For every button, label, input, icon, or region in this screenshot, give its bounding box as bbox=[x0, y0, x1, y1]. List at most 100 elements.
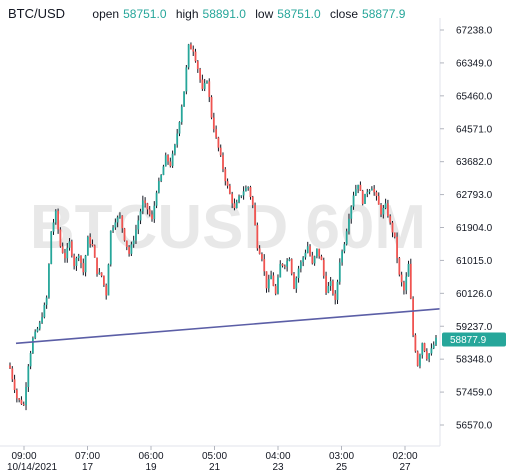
candle bbox=[176, 128, 179, 148]
candle bbox=[185, 64, 188, 95]
candle bbox=[20, 396, 23, 405]
candle-body bbox=[277, 277, 279, 294]
price-tick-label: 56570.0 bbox=[456, 421, 493, 432]
candle-body bbox=[297, 268, 300, 279]
candle-body bbox=[396, 236, 398, 259]
candle-body bbox=[263, 259, 266, 272]
candle bbox=[59, 227, 62, 248]
open-label: open bbox=[92, 7, 120, 21]
candle bbox=[270, 270, 272, 280]
candle-body bbox=[29, 353, 32, 367]
candle bbox=[350, 205, 353, 224]
candle bbox=[375, 190, 378, 201]
candle bbox=[139, 208, 142, 225]
candle-body bbox=[380, 204, 382, 215]
candle-body bbox=[36, 328, 39, 332]
candle bbox=[45, 295, 48, 309]
candle-body bbox=[299, 262, 302, 269]
candle bbox=[77, 253, 80, 262]
candle bbox=[13, 374, 16, 394]
candle-body bbox=[174, 144, 176, 154]
candle bbox=[428, 353, 431, 363]
candle-body bbox=[384, 203, 387, 208]
price-tick-label: 59237.0 bbox=[456, 322, 493, 333]
candle bbox=[327, 282, 330, 294]
candle bbox=[141, 195, 144, 215]
candle bbox=[272, 272, 275, 287]
candle bbox=[425, 348, 428, 361]
candle-body bbox=[329, 281, 332, 286]
candle-body bbox=[334, 293, 337, 300]
candle-body bbox=[377, 196, 380, 205]
candle bbox=[80, 255, 82, 269]
candle-body bbox=[267, 279, 270, 289]
candle bbox=[107, 263, 110, 296]
candle-body bbox=[320, 256, 323, 260]
trendline[interactable] bbox=[15, 308, 441, 345]
candle-body bbox=[286, 260, 289, 267]
candle bbox=[368, 189, 371, 195]
candle bbox=[313, 255, 316, 266]
candle bbox=[29, 350, 32, 370]
candle-body bbox=[283, 265, 286, 267]
candle bbox=[183, 91, 185, 107]
candle bbox=[70, 239, 73, 258]
candle bbox=[38, 320, 41, 331]
price-tick-label: 60126.0 bbox=[456, 289, 493, 300]
candle-body bbox=[68, 241, 71, 248]
candle-body bbox=[428, 353, 431, 360]
candle bbox=[245, 185, 247, 192]
candle bbox=[226, 178, 229, 189]
candle bbox=[258, 245, 261, 255]
candle bbox=[11, 366, 14, 382]
candle-body bbox=[425, 351, 428, 360]
candle bbox=[277, 274, 279, 295]
candle-body bbox=[22, 404, 25, 406]
candle-body bbox=[309, 246, 311, 256]
candle bbox=[343, 241, 346, 254]
candle bbox=[325, 271, 327, 295]
candle-body bbox=[311, 255, 314, 264]
candle-body bbox=[403, 282, 405, 291]
candle-body bbox=[332, 281, 334, 294]
candle bbox=[132, 235, 135, 248]
candle bbox=[251, 195, 254, 209]
candle bbox=[416, 350, 419, 367]
candle bbox=[332, 279, 334, 296]
candle bbox=[41, 312, 43, 324]
last-price-tag-bg bbox=[442, 332, 506, 347]
candle bbox=[105, 283, 108, 300]
candle bbox=[215, 125, 218, 139]
candle bbox=[398, 257, 401, 277]
candle bbox=[169, 157, 172, 168]
candle bbox=[352, 191, 355, 210]
candle bbox=[86, 235, 89, 256]
last-price-tag-text: 58877.9 bbox=[450, 335, 487, 346]
candle-body bbox=[132, 240, 135, 245]
candle-body bbox=[409, 263, 412, 299]
candle bbox=[61, 242, 64, 254]
candles bbox=[9, 42, 437, 411]
candle-body bbox=[231, 193, 234, 204]
candle-body bbox=[210, 97, 213, 118]
candle-body bbox=[164, 155, 167, 167]
candle bbox=[25, 382, 27, 411]
candle-body bbox=[43, 304, 46, 318]
price-axis[interactable]: 67238.0 66349.0 65460.0 64571.0 63682.0 62793… bbox=[440, 26, 493, 432]
candle bbox=[174, 143, 176, 156]
date-tick-label: 17 bbox=[82, 462, 94, 473]
candle bbox=[336, 279, 339, 304]
time-tick-label: 06:00 bbox=[138, 451, 163, 462]
candle-body bbox=[261, 253, 263, 260]
candle-body bbox=[151, 214, 153, 220]
candle bbox=[73, 253, 76, 270]
candle-body bbox=[235, 201, 238, 209]
candle-body bbox=[105, 285, 108, 296]
candle bbox=[125, 240, 128, 251]
candle-body bbox=[343, 244, 346, 252]
candle bbox=[233, 198, 236, 211]
candle-body bbox=[412, 298, 414, 336]
candle bbox=[15, 388, 18, 403]
